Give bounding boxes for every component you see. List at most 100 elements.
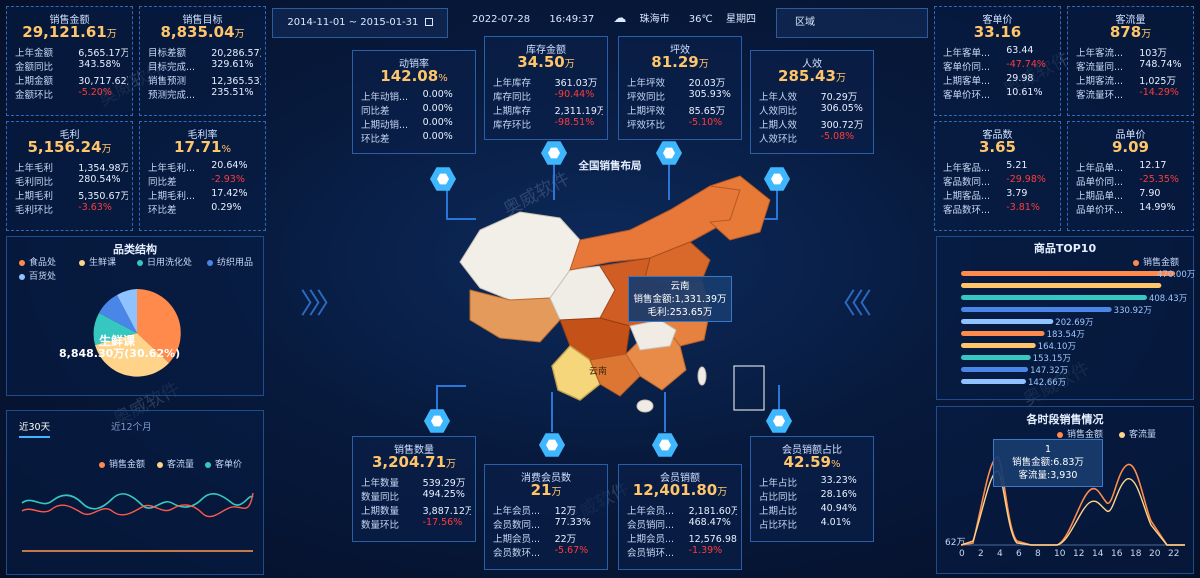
kpi-row: 上期动销... 0.00% bbox=[361, 117, 471, 130]
kpi-row-label: 上期人效 bbox=[759, 120, 798, 130]
kpi-row: 上年库存 361.03万 bbox=[493, 75, 603, 88]
kpi-row: 客单价环... 10.61% bbox=[943, 87, 1056, 100]
trend-line-chart[interactable] bbox=[17, 473, 257, 573]
top10-bar[interactable] bbox=[961, 319, 1054, 324]
region-selector[interactable]: 区域 bbox=[776, 8, 928, 38]
top10-bar[interactable] bbox=[961, 331, 1045, 336]
kpi-row-label: 品单价环... bbox=[1076, 205, 1124, 215]
left-kpi-card[interactable]: 毛利 5,156.24万 上年毛利 1,354.98万 毛利同比 280.54% 上期毛利 5… bbox=[6, 121, 133, 231]
kpi-row-value: 5.21 bbox=[1006, 160, 1028, 171]
legend-dot bbox=[157, 461, 163, 468]
kpi-row-value: 3,887.12万 bbox=[422, 506, 471, 516]
x-axis-tick-label: 12 bbox=[1073, 549, 1085, 559]
kpi-value: 3,204.71万 bbox=[371, 453, 457, 471]
kpi-row-value: 3.79 bbox=[1006, 188, 1028, 199]
top10-bar-label: 330.92万 bbox=[1114, 306, 1152, 316]
hourly-tooltip: 1 销售金额:6.83万 客流量:3,930 bbox=[993, 439, 1103, 487]
top10-bar-chart[interactable]: 470.00万 408.43万 330.92万 202.69万 183.54万 164.1… bbox=[937, 267, 1195, 397]
left-kpi-card[interactable]: 销售金额 29,121.61万 上年金额 6,565.17万 金额同比 343.58% 上期… bbox=[6, 6, 133, 116]
kpi-unit: % bbox=[221, 144, 231, 155]
top10-bar[interactable] bbox=[961, 367, 1029, 372]
kpi-row-value: 235.51% bbox=[211, 87, 254, 98]
right-kpi-card[interactable]: 品单价 9.09 上年品单... 12.17 品单价同... -25.35% 上期品单...… bbox=[1067, 121, 1194, 231]
right-kpi-card[interactable]: 客单价 33.16 上年客单... 63.44 客单价同... -47.74% 上期客单..… bbox=[934, 6, 1061, 116]
left-kpi-card[interactable]: 毛利率 17.71% 上年毛利... 20.64% 同比差 -2.93% 上期毛利... 17… bbox=[139, 121, 266, 231]
legend-item[interactable]: 客流量 bbox=[1119, 427, 1156, 440]
top10-bar[interactable] bbox=[961, 295, 1147, 300]
center-top-kpi-card[interactable]: 动销率 142.08% 上年动销... 0.00% 同比差 0.00% 上期动销... 0.0… bbox=[352, 50, 476, 154]
legend-item[interactable]: 客流量 bbox=[157, 457, 194, 470]
center-bottom-kpi-card[interactable]: 会员销额 12,401.80万 上年会员... 2,181.60万 会员销同... 468… bbox=[618, 464, 742, 570]
header-time: 16:49:37 bbox=[549, 14, 595, 25]
map-region-northeast bbox=[708, 175, 771, 241]
top10-bar[interactable] bbox=[961, 343, 1036, 348]
kpi-row: 客品数同... -29.98% bbox=[943, 174, 1056, 187]
kpi-row: 上期毛利... 17.42% bbox=[148, 188, 261, 201]
trend-line-customer-price bbox=[21, 492, 254, 510]
right-kpi-card[interactable]: 客品数 3.65 上年客品... 5.21 客品数同... -29.98% 上期客品... 3… bbox=[934, 121, 1061, 231]
tab-12-months[interactable]: 近12个月 bbox=[111, 422, 152, 433]
kpi-row-value: 305.93% bbox=[688, 89, 731, 100]
kpi-title: 品单价 bbox=[1115, 130, 1146, 141]
kpi-value: 878万 bbox=[1109, 23, 1152, 41]
legend-item[interactable]: 纺织用品 bbox=[207, 255, 253, 268]
kpi-row: 上年毛利 1,354.98万 bbox=[15, 160, 128, 173]
top10-bar[interactable] bbox=[961, 379, 1026, 384]
top10-bar[interactable] bbox=[961, 271, 1175, 276]
kpi-row-label: 上年坪效 bbox=[627, 78, 666, 88]
right-kpi-card[interactable]: 客流量 878万 上年客流... 103万 客流量同... 748.74% 上期客流... 1… bbox=[1067, 6, 1194, 116]
category-pie-chart[interactable] bbox=[77, 285, 197, 385]
y-axis-max-label: 62万 bbox=[945, 538, 966, 548]
kpi-row-label: 上年会员... bbox=[493, 506, 541, 516]
kpi-row-label: 销售预测 bbox=[148, 76, 187, 86]
kpi-row: 客流量同... 748.74% bbox=[1076, 59, 1189, 72]
top10-bar[interactable] bbox=[961, 307, 1112, 312]
kpi-row: 目标完成... 329.61% bbox=[148, 59, 261, 72]
legend-item[interactable]: 销售金额 bbox=[99, 457, 145, 470]
kpi-title: 毛利 bbox=[59, 130, 80, 141]
center-bottom-kpi-card[interactable]: 会员销额占比 42.59% 上年占比 33.23% 占比同比 28.16% 上期占比 40.9… bbox=[750, 436, 874, 542]
pie-slice-food bbox=[137, 289, 181, 363]
legend-item[interactable]: 百货处 bbox=[19, 269, 56, 282]
x-axis-tick-label: 2 bbox=[978, 549, 984, 559]
kpi-row-label: 目标完成... bbox=[148, 62, 196, 72]
center-top-kpi-card[interactable]: 坪效 81.29万 上年坪效 20.03万 坪效同比 305.93% 上期坪效 85.65万坪… bbox=[618, 36, 742, 140]
kpi-row-value: 63.44 bbox=[1006, 45, 1034, 56]
kpi-value: 33.16 bbox=[973, 23, 1022, 41]
kpi-value: 17.71% bbox=[174, 138, 231, 156]
kpi-row-label: 库存同比 bbox=[493, 92, 532, 102]
x-axis-tick-label: 8 bbox=[1035, 549, 1041, 559]
kpi-row: 上期会员... 22万 bbox=[493, 531, 603, 544]
kpi-row: 毛利同比 280.54% bbox=[15, 174, 128, 187]
legend-item[interactable]: 食品处 bbox=[19, 255, 56, 268]
center-bottom-kpi-card[interactable]: 销售数量 3,204.71万 上年数量 539.29万 数量同比 494.25% 上期数量 3… bbox=[352, 436, 476, 542]
legend-item[interactable]: 客单价 bbox=[205, 457, 242, 470]
top10-bar-label: 470.00万 bbox=[1157, 270, 1195, 280]
kpi-row: 上期客品... 3.79 bbox=[943, 188, 1056, 201]
kpi-row-value: 7.90 bbox=[1139, 188, 1161, 199]
tab-30-days[interactable]: 近30天 bbox=[19, 419, 51, 438]
tooltip-profit: 毛利:253.65万 bbox=[647, 307, 713, 318]
kpi-row-value: 1,354.98万 bbox=[78, 163, 128, 173]
legend-item[interactable]: 生鲜课 bbox=[79, 255, 116, 268]
kpi-row-label: 库存环比 bbox=[493, 120, 532, 130]
top10-bar[interactable] bbox=[961, 283, 1162, 288]
legend-item[interactable]: 销售金额 bbox=[1133, 255, 1179, 268]
center-top-kpi-card[interactable]: 人效 285.43万 上年人效 70.29万 人效同比 306.05% 上期人效 300.72… bbox=[750, 50, 874, 154]
center-top-kpi-card[interactable]: 库存金额 34.50万 上年库存 361.03万 库存同比 -90.44% 上期库存 2,31… bbox=[484, 36, 608, 140]
top10-bar-label: 142.66万 bbox=[1028, 378, 1066, 388]
kpi-title: 会员销额占比 bbox=[782, 445, 842, 456]
kpi-row-label: 上期占比 bbox=[759, 506, 798, 516]
top10-bar[interactable] bbox=[961, 355, 1031, 360]
kpi-row-value: 12万 bbox=[554, 506, 577, 516]
south-sea-inset bbox=[733, 365, 765, 411]
center-bottom-kpi-card[interactable]: 消费会员数 21万 上年会员... 12万 会员数同... 77.33% 上期会员... 22… bbox=[484, 464, 608, 570]
date-range-picker[interactable]: 2014-11-01 ~ 2015-01-31 bbox=[272, 8, 448, 38]
top10-bar-label: 183.54万 bbox=[1047, 330, 1085, 340]
kpi-row: 上年动销... 0.00% bbox=[361, 89, 471, 102]
legend-item[interactable]: 销售金额 bbox=[1057, 427, 1103, 440]
kpi-row-label: 上期会员... bbox=[627, 534, 675, 544]
kpi-row: 上期金额 30,717.62万 bbox=[15, 73, 128, 86]
legend-item[interactable]: 日用洗化处 bbox=[137, 255, 192, 268]
